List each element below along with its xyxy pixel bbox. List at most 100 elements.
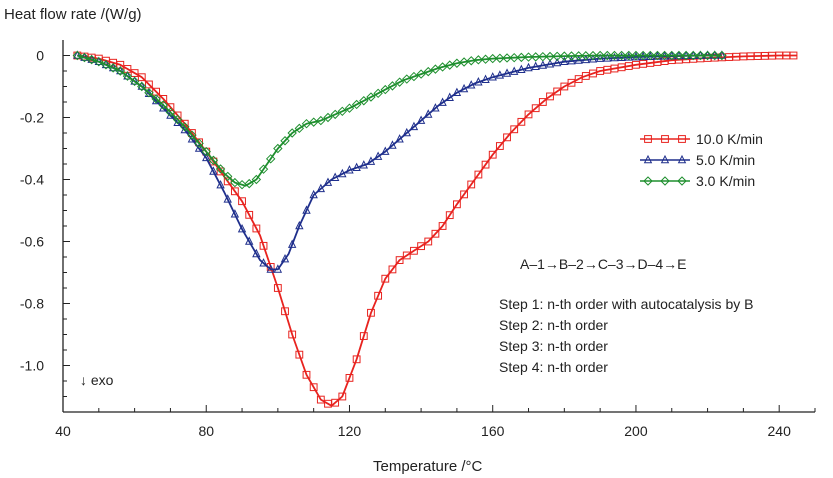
- data-point-triangle: [416, 115, 426, 124]
- data-point-diamond: [137, 81, 147, 92]
- legend-marker: [660, 154, 670, 163]
- data-point-diamond: [165, 107, 176, 118]
- data-point-diamond: [523, 52, 534, 62]
- y-tick-label: -0.6: [20, 234, 44, 250]
- data-point-diamond: [316, 115, 326, 126]
- y-tick-label: -0.2: [20, 110, 44, 126]
- data-point-diamond: [588, 50, 598, 61]
- data-point-diamond: [530, 52, 541, 62]
- data-point-triangle: [316, 183, 326, 193]
- data-point-diamond: [280, 136, 290, 146]
- data-point-triangle: [438, 97, 447, 106]
- data-point-diamond: [616, 50, 627, 61]
- data-point-diamond: [208, 155, 219, 165]
- data-point-diamond: [158, 100, 168, 110]
- data-point-square: [438, 222, 447, 230]
- data-point-square: [359, 332, 368, 340]
- data-point-diamond: [380, 84, 390, 95]
- data-point-diamond: [695, 50, 706, 61]
- data-point-triangle: [488, 72, 497, 81]
- data-point-diamond: [502, 53, 512, 63]
- data-point-square: [338, 392, 347, 401]
- data-point-square: [474, 170, 483, 179]
- data-point-triangle: [481, 74, 490, 83]
- data-point-diamond: [308, 117, 319, 127]
- data-point-diamond: [573, 51, 584, 61]
- data-point-triangle: [524, 62, 533, 72]
- data-point-diamond: [359, 96, 369, 106]
- data-point-diamond: [373, 88, 383, 99]
- data-point-square: [230, 187, 239, 196]
- data-point-diamond: [416, 69, 426, 79]
- x-axis-label: Temperature /°C: [373, 458, 483, 475]
- data-point-diamond: [538, 51, 548, 62]
- legend-item-3k: 3.0 K/min: [640, 170, 763, 191]
- data-point-diamond: [423, 66, 433, 77]
- data-point-diamond: [445, 60, 455, 70]
- data-point-diamond: [294, 123, 305, 134]
- data-point-triangle: [223, 194, 232, 203]
- step-2-text: Step 2: n-th order: [499, 317, 608, 333]
- steps-annotation: Step 1: n-th order with autocatalysis by…: [499, 294, 753, 378]
- data-point-diamond: [151, 94, 161, 104]
- data-point-square: [238, 197, 246, 206]
- data-point-square: [252, 224, 261, 233]
- data-point-triangle: [216, 179, 225, 189]
- data-point-triangle: [531, 61, 540, 70]
- data-point-square: [453, 200, 461, 209]
- data-point-diamond: [581, 51, 591, 61]
- data-point-triangle: [409, 121, 419, 131]
- data-point-square: [367, 308, 375, 317]
- y-tick-label: -0.8: [20, 296, 44, 312]
- data-point-triangle: [509, 66, 519, 75]
- data-point-diamond: [287, 128, 297, 138]
- data-point-diamond: [323, 112, 333, 123]
- data-point-diamond: [710, 50, 720, 61]
- legend-marker: [677, 154, 687, 163]
- data-point-triangle: [187, 134, 197, 143]
- data-point-triangle: [259, 258, 268, 267]
- data-point-diamond: [265, 154, 276, 164]
- x-tick-label: 240: [768, 423, 792, 439]
- data-point-square: [259, 241, 268, 250]
- data-point-diamond: [466, 56, 476, 66]
- data-point-diamond: [674, 50, 684, 61]
- data-point-triangle: [567, 55, 576, 65]
- data-point-diamond: [172, 114, 183, 125]
- legend-marker: [643, 154, 653, 163]
- legend-item-10k: 10.0 K/min: [640, 128, 763, 149]
- data-point-square: [424, 237, 433, 246]
- data-point-triangle: [359, 160, 369, 169]
- data-point-triangle: [538, 60, 548, 69]
- data-point-triangle: [280, 253, 290, 263]
- chart-axes: 40 80 120 160 200 240 0 -0.2 -0.4 -0.6 -0.8 -1.0: [20, 40, 816, 439]
- data-point-triangle: [287, 239, 297, 248]
- data-point-diamond: [330, 109, 340, 120]
- legend-marker: [660, 175, 670, 186]
- data-point-diamond: [337, 106, 348, 117]
- data-point-square: [288, 330, 297, 339]
- data-point-diamond: [79, 52, 90, 63]
- data-point-triangle: [452, 87, 462, 96]
- data-point-square: [410, 246, 418, 255]
- data-point-triangle: [373, 151, 383, 160]
- data-point-diamond: [115, 66, 126, 76]
- data-point-diamond: [387, 81, 398, 91]
- data-point-triangle: [402, 127, 411, 137]
- data-point-square: [402, 251, 411, 260]
- data-point-diamond: [559, 51, 570, 61]
- data-point-square: [295, 350, 304, 359]
- step-4-text: Step 4: n-th order: [499, 359, 608, 375]
- data-point-diamond: [645, 50, 655, 61]
- data-point-square: [137, 73, 146, 82]
- data-point-square: [538, 98, 547, 106]
- data-point-triangle: [617, 52, 626, 61]
- data-point-diamond: [230, 177, 240, 188]
- data-point-diamond: [366, 92, 376, 102]
- data-point-triangle: [574, 55, 583, 64]
- data-point-diamond: [351, 99, 362, 110]
- data-point-diamond: [667, 50, 677, 61]
- data-point-diamond: [566, 51, 577, 61]
- data-point-triangle: [194, 143, 204, 152]
- data-point-square: [553, 87, 562, 96]
